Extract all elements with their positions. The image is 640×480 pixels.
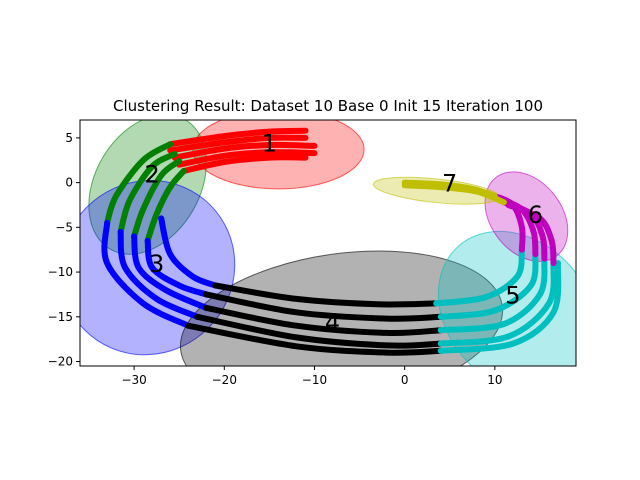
cluster-2-trajectory <box>104 141 174 226</box>
cluster-1-trajectory <box>176 149 318 168</box>
plot-area: 1 2 3 4 5 6 7 <box>80 120 576 366</box>
cluster-2-label: 2 <box>144 161 159 189</box>
cluster-4-trajectory <box>203 304 444 337</box>
cluster-3-trajectory <box>144 237 210 298</box>
y-tick-label: −10 <box>48 265 73 279</box>
y-tick-label: −20 <box>48 355 73 369</box>
y-tick-label: 0 <box>65 176 73 190</box>
cluster-trajectories <box>101 127 562 356</box>
cluster-6-trajectory <box>505 202 557 267</box>
cluster-7-label: 7 <box>442 170 457 198</box>
cluster-labels: 1 2 3 4 5 6 7 <box>144 129 543 336</box>
cluster-5-label: 5 <box>505 281 520 309</box>
x-tick-label: 0 <box>401 373 409 387</box>
cluster-1-trajectory <box>180 154 309 174</box>
cluster-4-trajectory <box>212 282 440 308</box>
cluster-4-trajectory <box>194 313 444 349</box>
cluster-5-trajectory <box>433 246 525 307</box>
cluster-1-label: 1 <box>262 129 277 157</box>
cluster-4-trajectory <box>185 322 444 356</box>
x-axis: −30 −20 −10 0 10 <box>121 366 502 387</box>
cluster-5-trajectory <box>437 260 557 347</box>
cluster-2-trajectory <box>131 158 183 240</box>
chart-title: Clustering Result: Dataset 10 Base 0 Ini… <box>113 97 543 115</box>
cluster-5-trajectory <box>437 251 539 320</box>
cluster-3-label: 3 <box>149 250 164 278</box>
cluster-4-trajectory <box>203 291 444 322</box>
cluster-1-trajectory <box>171 141 318 161</box>
y-tick-label: −15 <box>48 310 73 324</box>
cluster-4-label: 4 <box>325 308 340 336</box>
y-tick-label: 5 <box>65 131 73 145</box>
y-axis: 5 0 −5 −10 −15 −20 <box>48 131 80 369</box>
x-tick-label: −10 <box>302 373 327 387</box>
cluster-2-trajectory <box>117 151 178 235</box>
x-tick-label: 10 <box>487 373 502 387</box>
cluster-3-trajectory <box>131 233 210 311</box>
cluster-1-trajectory <box>167 127 309 148</box>
cluster-3-trajectory <box>117 228 201 320</box>
x-tick-label: −20 <box>212 373 237 387</box>
cluster-1-trajectory <box>167 134 309 154</box>
plot-frame <box>79 119 577 367</box>
cluster-3-trajectory <box>158 215 219 289</box>
cluster-5-trajectory <box>437 260 562 354</box>
cluster-3-trajectory <box>101 219 192 329</box>
cluster-2-trajectory <box>144 168 187 244</box>
cluster-7-trajectory <box>401 182 507 206</box>
cluster-6-label: 6 <box>528 201 543 229</box>
cluster-5-trajectory <box>437 255 548 334</box>
y-tick-label: −5 <box>55 220 73 234</box>
x-tick-label: −30 <box>121 373 146 387</box>
